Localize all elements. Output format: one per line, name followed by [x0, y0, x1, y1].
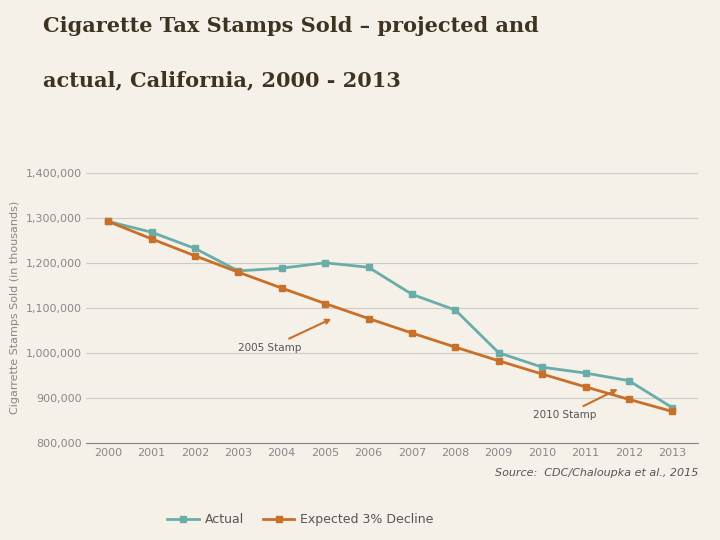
Actual	[321, 260, 330, 266]
Actual	[364, 264, 373, 271]
Expected 3% Decline	[625, 396, 634, 403]
Expected 3% Decline	[277, 285, 286, 292]
Actual	[538, 364, 546, 370]
Actual	[104, 218, 112, 225]
Actual	[495, 349, 503, 356]
Actual	[625, 377, 634, 384]
Line: Expected 3% Decline: Expected 3% Decline	[105, 219, 675, 414]
Actual	[581, 370, 590, 376]
Expected 3% Decline	[538, 371, 546, 377]
Expected 3% Decline	[668, 408, 677, 415]
Text: actual, California, 2000 - 2013: actual, California, 2000 - 2013	[43, 70, 401, 90]
Text: 2010 Stamp: 2010 Stamp	[534, 390, 616, 420]
Y-axis label: Cigarrette Stamps Sold (in thousands): Cigarrette Stamps Sold (in thousands)	[10, 201, 20, 414]
Expected 3% Decline	[234, 269, 243, 275]
Actual	[191, 245, 199, 252]
Expected 3% Decline	[191, 253, 199, 259]
Line: Actual: Actual	[105, 219, 675, 410]
Expected 3% Decline	[581, 384, 590, 390]
Expected 3% Decline	[321, 300, 330, 307]
Legend: Actual, Expected 3% Decline: Actual, Expected 3% Decline	[163, 509, 438, 531]
Expected 3% Decline	[364, 315, 373, 322]
Expected 3% Decline	[147, 235, 156, 242]
Expected 3% Decline	[104, 218, 112, 225]
Actual	[147, 229, 156, 235]
Expected 3% Decline	[451, 344, 459, 350]
Actual	[451, 307, 459, 313]
Expected 3% Decline	[408, 330, 416, 336]
Text: 2005 Stamp: 2005 Stamp	[238, 320, 329, 353]
Actual	[277, 265, 286, 272]
Actual	[234, 268, 243, 274]
Actual	[408, 291, 416, 298]
Text: Source:  CDC/Chaloupka et al., 2015: Source: CDC/Chaloupka et al., 2015	[495, 468, 698, 478]
Expected 3% Decline	[495, 357, 503, 364]
Actual	[668, 404, 677, 411]
Text: Cigarette Tax Stamps Sold – projected and: Cigarette Tax Stamps Sold – projected an…	[43, 16, 539, 36]
